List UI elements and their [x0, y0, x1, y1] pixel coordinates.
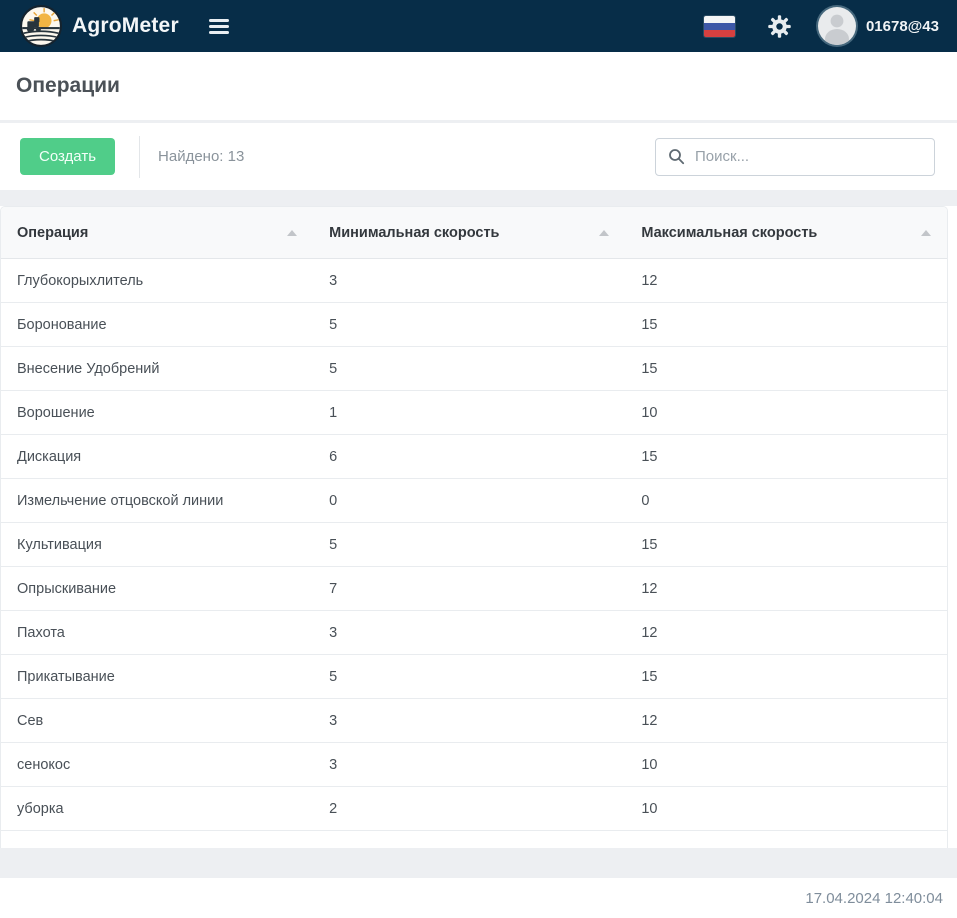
- cell-min-speed: 3: [329, 712, 338, 729]
- cell-operation: Измельчение отцовской линии: [17, 492, 224, 509]
- table-header-row: Операция Минимальная скорость Максимальн…: [1, 207, 947, 259]
- footer: 17.04.2024 12:40:04: [0, 878, 957, 918]
- table-body: Глубокорыхлитель 3 12 Боронование 5 15 В…: [1, 259, 947, 831]
- table-row[interactable]: Глубокорыхлитель 3 12: [1, 259, 947, 303]
- cell-operation: Дискация: [17, 448, 82, 465]
- table-row[interactable]: Измельчение отцовской линии 0 0: [1, 479, 947, 523]
- cell-operation: Ворошение: [17, 404, 95, 421]
- column-header-operation[interactable]: Операция: [1, 225, 313, 241]
- table-row[interactable]: сенокос 3 10: [1, 743, 947, 787]
- table-row[interactable]: Сев 3 12: [1, 699, 947, 743]
- divider: [0, 120, 957, 123]
- cell-max-speed: 12: [641, 624, 658, 641]
- table-row[interactable]: Опрыскивание 7 12: [1, 567, 947, 611]
- cell-max-speed: 12: [641, 712, 658, 729]
- table-row[interactable]: Культивация 5 15: [1, 523, 947, 567]
- table-row[interactable]: уборка 2 10: [1, 787, 947, 831]
- cell-operation: Глубокорыхлитель: [17, 272, 144, 289]
- top-bar-right: 01678@43: [703, 7, 939, 45]
- create-button[interactable]: Создать: [20, 138, 116, 175]
- page-background-gap: [0, 190, 957, 206]
- sort-icon[interactable]: [920, 229, 931, 236]
- cell-operation: Прикатывание: [17, 668, 115, 685]
- cell-max-speed: 15: [641, 360, 658, 377]
- cell-max-speed: 15: [641, 448, 658, 465]
- settings-gear-icon[interactable]: [767, 14, 792, 39]
- column-header-max-speed[interactable]: Максимальная скорость: [625, 225, 947, 241]
- cell-min-speed: 6: [329, 448, 338, 465]
- toolbar-divider: [139, 135, 141, 178]
- cell-max-speed: 15: [641, 536, 658, 553]
- cell-max-speed: 0: [641, 492, 650, 509]
- top-bar: AgroMeter: [0, 0, 957, 52]
- cell-operation: Сев: [17, 712, 44, 729]
- column-header-min-speed[interactable]: Минимальная скорость: [313, 225, 625, 241]
- footer-timestamp: 17.04.2024 12:40:04: [805, 889, 943, 907]
- cell-min-speed: 5: [329, 316, 338, 333]
- cell-operation: Культивация: [17, 536, 102, 553]
- cell-operation: Опрыскивание: [17, 580, 117, 597]
- cell-min-speed: 2: [329, 800, 338, 817]
- table-row[interactable]: Дискация 6 15: [1, 435, 947, 479]
- cell-min-speed: 3: [329, 756, 338, 773]
- search-box[interactable]: [655, 137, 935, 176]
- cell-min-speed: 3: [329, 272, 338, 289]
- cell-operation: сенокос: [17, 756, 71, 773]
- cell-operation: Внесение Удобрений: [17, 360, 160, 377]
- cell-min-speed: 7: [329, 580, 338, 597]
- table-row[interactable]: Боронование 5 15: [1, 303, 947, 347]
- cell-min-speed: 1: [329, 404, 338, 421]
- operations-table: Операция Минимальная скорость Максимальн…: [0, 206, 948, 848]
- cell-operation: Пахота: [17, 624, 65, 641]
- table-row[interactable]: Ворошение 1 10: [1, 391, 947, 435]
- hamburger-menu-icon[interactable]: [208, 18, 229, 34]
- cell-max-speed: 10: [641, 800, 658, 817]
- search-input[interactable]: [695, 148, 924, 165]
- cell-max-speed: 12: [641, 580, 658, 597]
- cell-max-speed: 12: [641, 272, 658, 289]
- page-background-gap: [0, 848, 957, 878]
- toolbar: Создать Найдено: 13: [0, 123, 957, 190]
- cell-max-speed: 10: [641, 404, 658, 421]
- sort-icon[interactable]: [599, 229, 610, 236]
- cell-max-speed: 15: [641, 668, 658, 685]
- sort-icon[interactable]: [287, 229, 298, 236]
- cell-operation: Боронование: [17, 316, 107, 333]
- found-count-label: Найдено: 13: [158, 148, 245, 165]
- cell-operation: уборка: [17, 800, 64, 817]
- brand-title[interactable]: AgroMeter: [72, 14, 179, 37]
- user-avatar[interactable]: [817, 7, 856, 45]
- page-title: Операции: [16, 74, 120, 97]
- search-icon: [669, 149, 685, 165]
- table-row[interactable]: Внесение Удобрений 5 15: [1, 347, 947, 391]
- cell-min-speed: 0: [329, 492, 338, 509]
- page-title-band: Операции: [0, 52, 957, 120]
- cell-min-speed: 5: [329, 360, 338, 377]
- table-row[interactable]: Пахота 3 12: [1, 611, 947, 655]
- russia-flag-icon[interactable]: [703, 15, 735, 37]
- cell-max-speed: 10: [641, 756, 658, 773]
- cell-min-speed: 5: [329, 668, 338, 685]
- user-id-label[interactable]: 01678@43: [865, 17, 939, 35]
- agrometer-logo-icon[interactable]: [20, 5, 62, 47]
- table-row[interactable]: Прикатывание 5 15: [1, 655, 947, 699]
- cell-min-speed: 5: [329, 536, 338, 553]
- cell-min-speed: 3: [329, 624, 338, 641]
- cell-max-speed: 15: [641, 316, 658, 333]
